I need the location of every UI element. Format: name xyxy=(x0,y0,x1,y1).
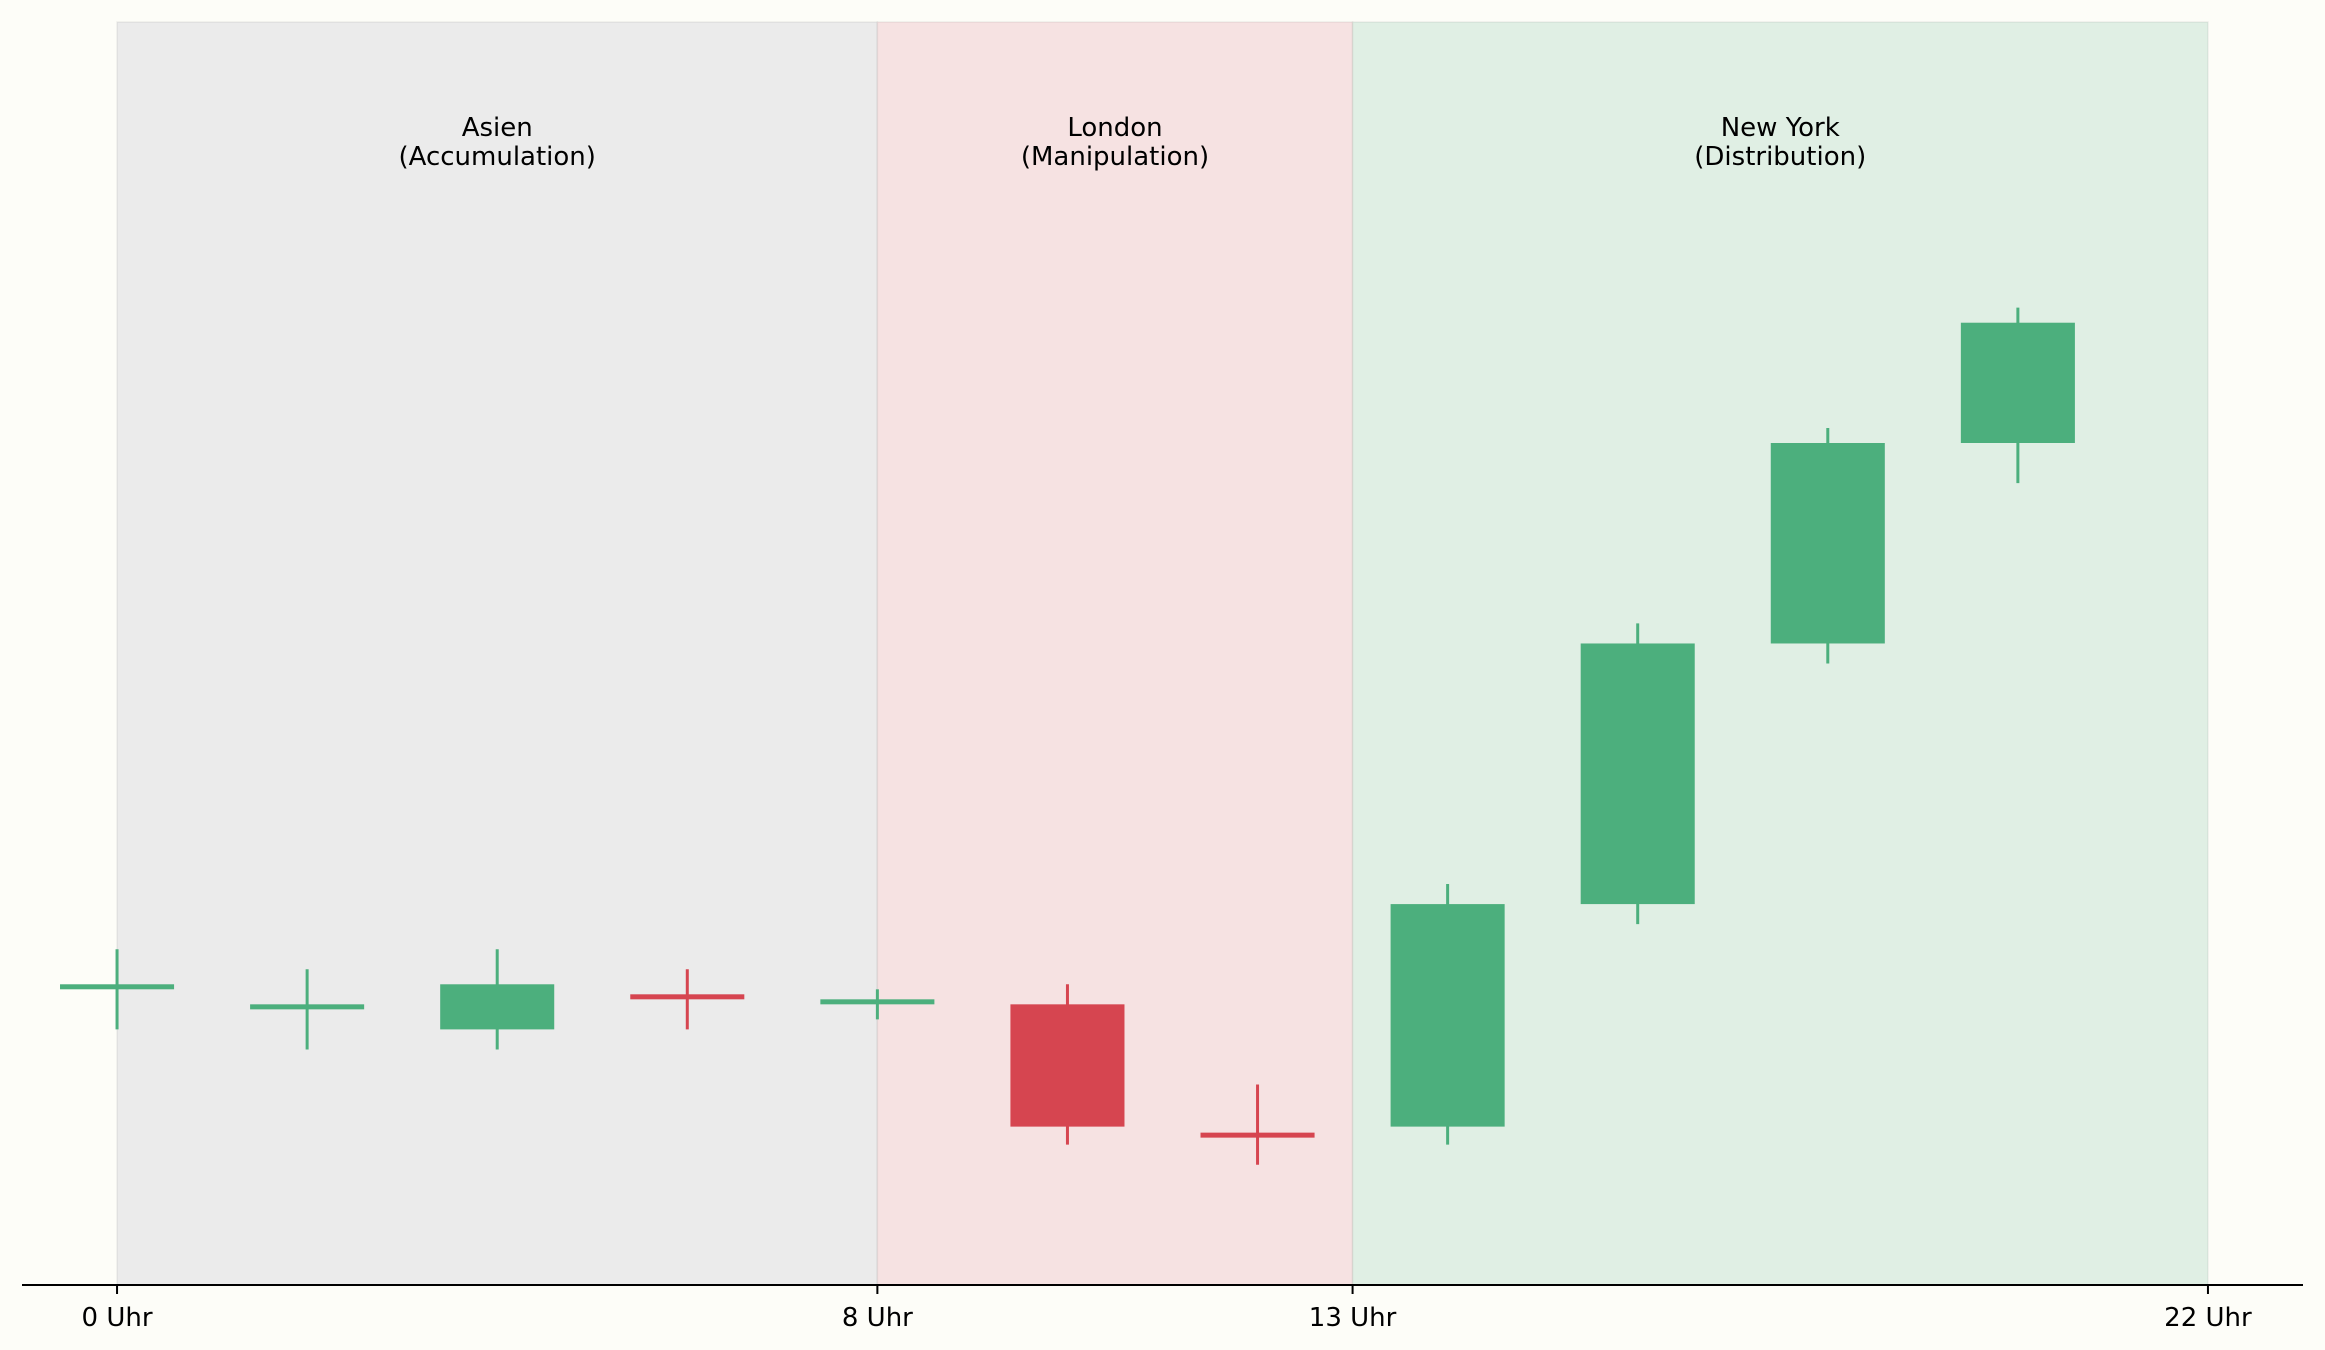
session-name-1: London xyxy=(1067,113,1162,143)
session-name-0: Asien xyxy=(462,113,533,143)
candle-body-8 xyxy=(1580,643,1695,905)
x-tick-label-0: 0 Uhr xyxy=(82,1303,153,1333)
candle-body-7 xyxy=(1390,904,1505,1127)
candle-body-1 xyxy=(250,1004,365,1010)
x-tick-label-1: 8 Uhr xyxy=(842,1303,913,1333)
session-bands: Asien(Accumulation) London(Manipulation) N… xyxy=(116,21,2209,1286)
session-phase-0: (Accumulation) xyxy=(398,142,595,172)
candle-body-6 xyxy=(1200,1132,1315,1138)
session-name-2: New York xyxy=(1721,113,1840,143)
candle-body-5 xyxy=(1010,1004,1125,1127)
x-tick-label-2: 13 Uhr xyxy=(1309,1303,1397,1333)
session-phase-2: (Distribution) xyxy=(1694,142,1866,172)
candle-body-2 xyxy=(440,984,555,1030)
session-band-0 xyxy=(116,21,879,1286)
candle-body-10 xyxy=(1960,322,2075,443)
candle-body-0 xyxy=(60,984,175,990)
x-tick-label-3: 22 Uhr xyxy=(2164,1303,2252,1333)
x-axis-ticks: 0 Uhr 8 Uhr 13 Uhr 22 Uhr xyxy=(82,1285,2252,1333)
session-phase-1: (Manipulation) xyxy=(1021,142,1209,172)
candle-body-9 xyxy=(1770,443,1885,644)
candles xyxy=(60,307,2075,1165)
candle-body-3 xyxy=(630,994,745,1000)
candle-body-4 xyxy=(820,999,935,1005)
